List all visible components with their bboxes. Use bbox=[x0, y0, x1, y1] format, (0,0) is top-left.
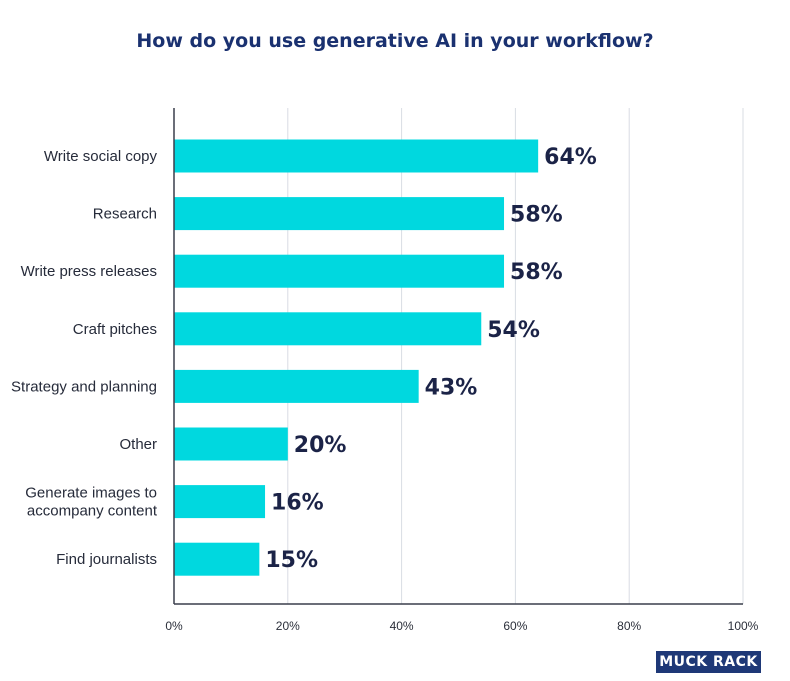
bar bbox=[174, 254, 505, 288]
category-label: Research bbox=[93, 206, 157, 223]
bars bbox=[174, 139, 539, 576]
category-label-line: Find journalists bbox=[56, 551, 157, 568]
bar bbox=[174, 197, 505, 231]
muck-rack-logo: MUCK RACK bbox=[656, 651, 761, 673]
bar bbox=[174, 139, 539, 173]
bar bbox=[174, 369, 419, 403]
category-label: Strategy and planning bbox=[11, 378, 157, 395]
data-label: 15% bbox=[265, 548, 318, 573]
data-label: 58% bbox=[510, 203, 563, 228]
x-tick-label: 40% bbox=[390, 619, 414, 633]
category-label-line: Generate images to bbox=[25, 485, 157, 502]
bar bbox=[174, 312, 482, 346]
x-tick-label: 100% bbox=[728, 619, 759, 633]
category-label: Generate images to accompany content bbox=[25, 485, 158, 520]
category-label-line: Other bbox=[119, 436, 157, 453]
bar bbox=[174, 485, 266, 519]
data-label: 54% bbox=[487, 318, 540, 343]
data-label: 64% bbox=[544, 145, 597, 170]
bar bbox=[174, 427, 288, 461]
labels: 0% 20% 40% 60% 80% 100% Write social copy 64% Re… bbox=[11, 145, 759, 633]
chart-title: How do you use generative AI in your wor… bbox=[136, 30, 654, 52]
x-tick-label: 60% bbox=[503, 619, 527, 633]
category-label-line: Write press releases bbox=[21, 263, 157, 280]
data-label: 43% bbox=[425, 375, 478, 400]
category-label: Craft pitches bbox=[73, 321, 157, 338]
category-label: Other bbox=[119, 436, 157, 453]
category-label-line: accompany content bbox=[27, 503, 158, 520]
x-tick-label: 80% bbox=[617, 619, 641, 633]
gridlines bbox=[287, 108, 744, 604]
data-label: 58% bbox=[510, 260, 563, 285]
axes bbox=[173, 108, 743, 605]
category-label: Write social copy bbox=[44, 148, 158, 165]
x-tick-label: 20% bbox=[276, 619, 300, 633]
category-label-line: Write social copy bbox=[44, 148, 158, 165]
data-label: 16% bbox=[271, 491, 324, 516]
category-label-line: Craft pitches bbox=[73, 321, 157, 338]
x-tick-label: 0% bbox=[165, 619, 183, 633]
bar bbox=[174, 542, 260, 576]
data-label: 20% bbox=[294, 433, 347, 458]
category-label-line: Research bbox=[93, 206, 157, 223]
category-label: Find journalists bbox=[56, 551, 157, 568]
category-label-line: Strategy and planning bbox=[11, 378, 157, 395]
category-label: Write press releases bbox=[21, 263, 157, 280]
